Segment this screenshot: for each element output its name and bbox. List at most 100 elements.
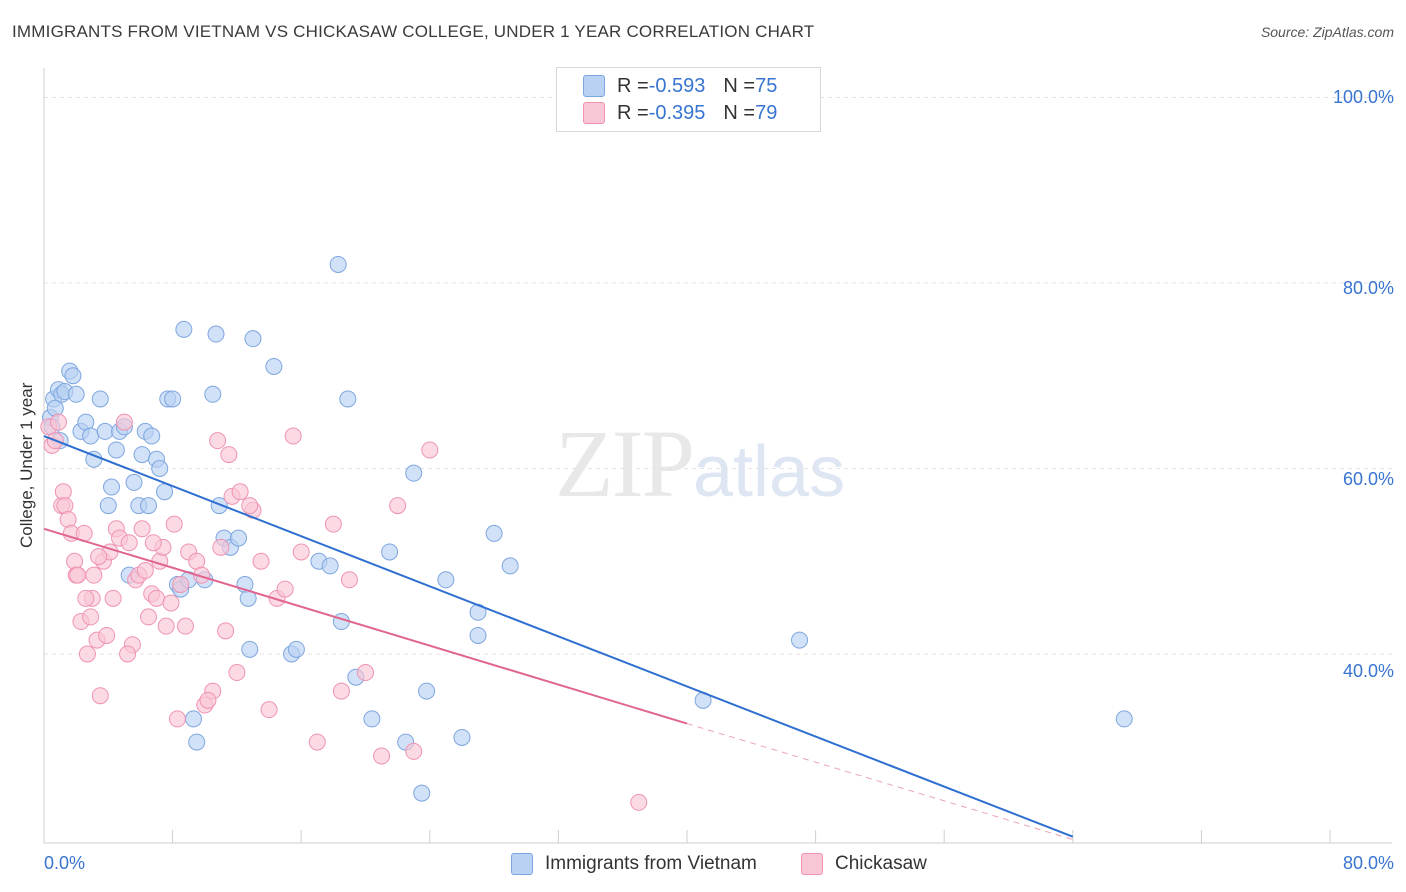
point-chickasaw-61 bbox=[292, 543, 310, 561]
point-chickasaw-35 bbox=[148, 589, 166, 607]
point-chickasaw-38 bbox=[157, 617, 175, 635]
point-vietnam-68 bbox=[469, 626, 487, 644]
legend-r-value: -0.593 bbox=[648, 74, 706, 97]
legend-n-value: 75 bbox=[755, 74, 778, 97]
correlation-legend: R = -0.593 N = 75 R = -0.395 N = 79 bbox=[556, 67, 821, 132]
point-vietnam-32 bbox=[164, 390, 182, 408]
point-vietnam-40 bbox=[204, 385, 222, 403]
point-vietnam-45 bbox=[230, 529, 248, 547]
bottom-legend-label: Immigrants from Vietnam bbox=[545, 853, 757, 874]
point-vietnam-57 bbox=[339, 390, 357, 408]
point-chickasaw-63 bbox=[324, 515, 342, 533]
point-vietnam-60 bbox=[381, 543, 399, 561]
point-vietnam-66 bbox=[453, 728, 471, 746]
bottom-legend-chickasaw: Chickasaw bbox=[801, 852, 927, 876]
point-chickasaw-23 bbox=[104, 589, 122, 607]
point-chickasaw-11 bbox=[69, 566, 87, 584]
point-vietnam-55 bbox=[329, 255, 347, 273]
watermark-atlas: atlas bbox=[693, 432, 846, 512]
legend-swatch-chickasaw bbox=[583, 102, 605, 124]
point-vietnam-35 bbox=[175, 320, 193, 338]
point-vietnam-22 bbox=[125, 473, 143, 491]
point-chickasaw-32 bbox=[136, 562, 154, 580]
point-chickasaw-50 bbox=[217, 622, 235, 640]
legend-n-label: N = bbox=[723, 74, 756, 97]
point-vietnam-16 bbox=[99, 497, 117, 515]
point-vietnam-38 bbox=[188, 733, 206, 751]
point-chickasaw-39 bbox=[162, 594, 180, 612]
bottom-swatch-chickasaw bbox=[801, 853, 823, 875]
point-chickasaw-21 bbox=[98, 626, 116, 644]
legend-n-label: N = bbox=[723, 101, 756, 124]
point-chickasaw-75 bbox=[144, 534, 162, 552]
point-chickasaw-57 bbox=[260, 701, 278, 719]
point-chickasaw-78 bbox=[630, 793, 648, 811]
bottom-legend-label: Chickasaw bbox=[835, 853, 927, 874]
zipatlas-watermark: ZIPatlas bbox=[555, 408, 845, 519]
point-vietnam-54 bbox=[321, 557, 339, 575]
point-chickasaw-53 bbox=[228, 664, 246, 682]
point-chickasaw-41 bbox=[168, 710, 186, 728]
y-tick-100: 100.0% bbox=[1332, 87, 1394, 107]
chart-title: IMMIGRANTS FROM VIETNAM VS CHICKASAW COL… bbox=[12, 22, 815, 41]
point-chickasaw-27 bbox=[120, 534, 138, 552]
point-chickasaw-74 bbox=[241, 497, 259, 515]
legend-row-chickasaw: R = -0.395 N = 79 bbox=[583, 101, 777, 125]
bottom-legend-vietnam: Immigrants from Vietnam bbox=[511, 852, 757, 876]
point-chickasaw-56 bbox=[252, 552, 270, 570]
point-vietnam-27 bbox=[143, 427, 161, 445]
point-chickasaw-77 bbox=[90, 548, 108, 566]
point-vietnam-65 bbox=[437, 571, 455, 589]
point-chickasaw-26 bbox=[115, 413, 133, 431]
point-vietnam-8 bbox=[64, 367, 82, 385]
point-vietnam-48 bbox=[241, 640, 259, 658]
point-vietnam-72 bbox=[791, 631, 809, 649]
y-tick-80: 80.0% bbox=[1342, 278, 1394, 298]
point-chickasaw-14 bbox=[78, 645, 96, 663]
point-chickasaw-42 bbox=[172, 575, 190, 593]
point-chickasaw-71 bbox=[119, 645, 137, 663]
point-vietnam-12 bbox=[82, 427, 100, 445]
point-vietnam-24 bbox=[133, 446, 151, 464]
bottom-swatch-vietnam bbox=[511, 853, 533, 875]
point-vietnam-70 bbox=[501, 557, 519, 575]
point-vietnam-41 bbox=[207, 325, 225, 343]
legend-n-value: 79 bbox=[755, 101, 778, 124]
point-vietnam-14 bbox=[91, 390, 109, 408]
x-min-label: 0.0% bbox=[44, 853, 86, 873]
legend-r-label: R = bbox=[617, 74, 649, 97]
point-chickasaw-33 bbox=[139, 608, 157, 626]
legend-r-label: R = bbox=[617, 101, 649, 124]
point-chickasaw-7 bbox=[59, 511, 77, 529]
legend-row-vietnam: R = -0.593 N = 75 bbox=[583, 74, 777, 98]
point-chickasaw-70 bbox=[421, 441, 439, 459]
point-chickasaw-17 bbox=[85, 566, 103, 584]
point-chickasaw-51 bbox=[220, 446, 238, 464]
point-vietnam-69 bbox=[485, 524, 503, 542]
point-chickasaw-6 bbox=[56, 497, 74, 515]
y-tick-60: 60.0% bbox=[1342, 469, 1394, 489]
point-chickasaw-40 bbox=[165, 515, 183, 533]
point-vietnam-15 bbox=[96, 422, 114, 440]
point-chickasaw-64 bbox=[332, 682, 350, 700]
point-chickasaw-73 bbox=[199, 691, 217, 709]
trendline-chickasaw bbox=[43, 527, 688, 725]
point-chickasaw-15 bbox=[82, 608, 100, 626]
point-chickasaw-69 bbox=[405, 742, 423, 760]
point-vietnam-26 bbox=[139, 497, 157, 515]
point-chickasaw-65 bbox=[340, 571, 358, 589]
point-vietnam-37 bbox=[184, 710, 202, 728]
point-chickasaw-31 bbox=[133, 520, 151, 538]
point-chickasaw-66 bbox=[357, 664, 374, 682]
y-axis-label: College, Under 1 year bbox=[17, 382, 36, 548]
point-chickasaw-76 bbox=[193, 566, 211, 584]
point-vietnam-73 bbox=[1115, 710, 1133, 728]
point-vietnam-52 bbox=[287, 640, 305, 658]
point-chickasaw-3 bbox=[49, 413, 67, 431]
point-vietnam-64 bbox=[418, 682, 436, 700]
point-vietnam-42 bbox=[210, 497, 228, 515]
source-label: Source: ZipAtlas.com bbox=[1260, 24, 1394, 40]
point-vietnam-9 bbox=[67, 385, 85, 403]
point-chickasaw-48 bbox=[209, 432, 227, 450]
